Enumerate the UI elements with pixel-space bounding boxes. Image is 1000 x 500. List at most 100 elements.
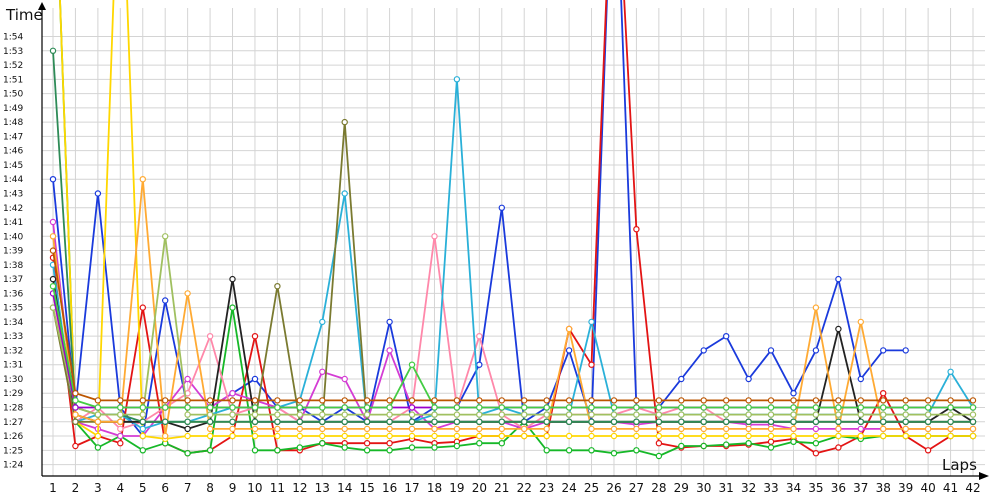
data-point [880, 397, 887, 404]
data-point [498, 418, 505, 425]
y-tick-label: 1:46 [3, 147, 23, 157]
x-tick-label: 37 [853, 481, 868, 495]
data-point [386, 347, 393, 354]
data-point [386, 411, 393, 418]
data-point [476, 411, 483, 418]
data-point [319, 318, 326, 326]
data-point [296, 418, 303, 425]
data-point [431, 432, 438, 440]
x-tick-label: 11 [270, 481, 285, 495]
data-point [341, 432, 348, 440]
data-point [812, 418, 820, 425]
data-point [610, 397, 618, 404]
y-tick-label: 1:53 [3, 47, 23, 57]
x-tick-label: 21 [494, 481, 509, 495]
x-tick-label: 36 [831, 481, 846, 495]
data-point [117, 440, 124, 447]
data-point [117, 425, 124, 433]
data-point [655, 418, 663, 425]
data-point [184, 404, 191, 411]
data-point [408, 418, 416, 425]
data-point [94, 418, 102, 425]
y-tick-label: 1:51 [3, 75, 23, 85]
data-point [386, 447, 393, 454]
data-point [565, 347, 573, 354]
data-point [947, 411, 954, 418]
data-point [678, 404, 685, 411]
data-point [431, 444, 438, 451]
x-tick-label: 20 [472, 481, 487, 495]
data-point [543, 404, 550, 411]
x-tick-label: 18 [427, 481, 442, 495]
y-tick-label: 1:32 [3, 346, 23, 356]
y-tick-label: 1:34 [3, 318, 23, 328]
x-tick-label: 33 [763, 481, 778, 495]
data-point [319, 432, 326, 440]
data-point [880, 411, 887, 418]
data-point [924, 397, 932, 404]
data-point [880, 404, 887, 411]
series-line [52, 78, 974, 430]
data-point [453, 404, 461, 411]
data-point [521, 404, 528, 411]
data-point [72, 442, 79, 450]
data-point [521, 411, 528, 418]
data-point [49, 275, 57, 283]
data-point [723, 425, 730, 433]
data-point [678, 375, 685, 383]
x-tick-label: 24 [561, 481, 576, 495]
data-point [655, 397, 663, 404]
x-tick-label: 10 [247, 481, 262, 495]
data-point [296, 404, 303, 411]
data-point [139, 447, 146, 454]
data-point [476, 432, 483, 440]
data-point [812, 304, 820, 311]
data-point [229, 411, 236, 418]
x-tick-label: 40 [920, 481, 935, 495]
data-point [206, 404, 214, 411]
data-point [139, 397, 146, 404]
data-point [139, 425, 146, 433]
data-point [453, 76, 461, 83]
data-point [924, 404, 932, 411]
data-point [947, 425, 954, 433]
data-point [678, 425, 685, 433]
data-point [476, 397, 483, 404]
data-point [723, 404, 730, 411]
data-point [521, 397, 528, 404]
data-point [184, 450, 191, 457]
x-tick-label: 7 [184, 481, 192, 495]
data-point [139, 418, 146, 425]
data-point [498, 432, 505, 440]
data-point [49, 283, 57, 290]
data-point [341, 425, 348, 433]
data-point [72, 390, 79, 397]
data-point [184, 397, 191, 404]
data-point [184, 290, 191, 297]
series-10 [49, 175, 977, 440]
y-tick-label: 1:54 [3, 33, 23, 43]
data-point [924, 418, 932, 425]
x-tick-label: 16 [382, 481, 397, 495]
x-tick-label: 27 [629, 481, 644, 495]
data-point [969, 418, 977, 425]
data-point [341, 404, 348, 411]
series-line [59, 0, 973, 457]
data-point [49, 218, 57, 226]
x-axis-arrow [979, 472, 989, 480]
data-point [161, 233, 169, 240]
data-point [363, 425, 371, 433]
series-line [52, 286, 973, 409]
data-point [790, 438, 797, 445]
data-point [565, 397, 573, 404]
x-tick-label: 13 [315, 481, 330, 495]
data-point [745, 411, 752, 418]
series-12 [49, 233, 977, 418]
data-point [924, 411, 932, 418]
x-tick-label: 17 [404, 481, 419, 495]
x-tick-label: 35 [808, 481, 823, 495]
data-point [745, 440, 752, 447]
data-point [363, 397, 371, 404]
data-point [139, 411, 146, 418]
